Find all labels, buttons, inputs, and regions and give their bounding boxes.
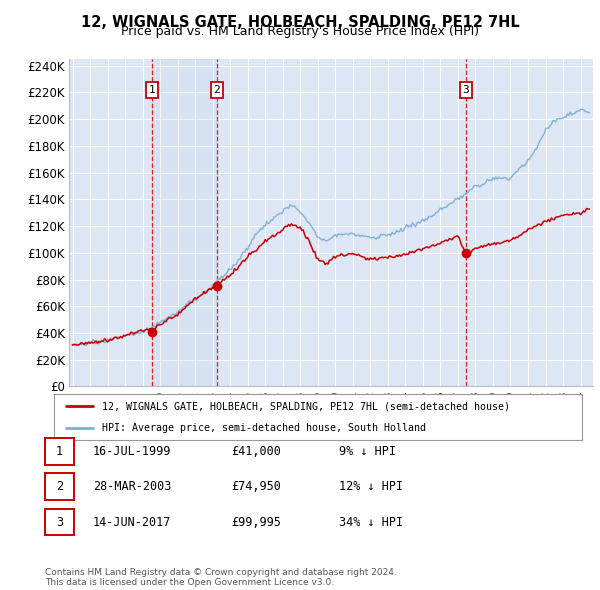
Text: £99,995: £99,995 — [231, 516, 281, 529]
Text: 3: 3 — [56, 516, 63, 529]
Text: £41,000: £41,000 — [231, 445, 281, 458]
Text: 9% ↓ HPI: 9% ↓ HPI — [339, 445, 396, 458]
Text: 12% ↓ HPI: 12% ↓ HPI — [339, 480, 403, 493]
Text: £74,950: £74,950 — [231, 480, 281, 493]
Text: HPI: Average price, semi-detached house, South Holland: HPI: Average price, semi-detached house,… — [101, 423, 425, 433]
Text: 3: 3 — [463, 85, 469, 95]
Text: 2: 2 — [214, 85, 220, 95]
Text: Contains HM Land Registry data © Crown copyright and database right 2024.
This d: Contains HM Land Registry data © Crown c… — [45, 568, 397, 587]
Text: 16-JUL-1999: 16-JUL-1999 — [93, 445, 172, 458]
Text: 28-MAR-2003: 28-MAR-2003 — [93, 480, 172, 493]
Text: Price paid vs. HM Land Registry's House Price Index (HPI): Price paid vs. HM Land Registry's House … — [121, 25, 479, 38]
Bar — [152, 59, 217, 386]
Text: 12, WIGNALS GATE, HOLBEACH, SPALDING, PE12 7HL (semi-detached house): 12, WIGNALS GATE, HOLBEACH, SPALDING, PE… — [101, 401, 509, 411]
Text: 12, WIGNALS GATE, HOLBEACH, SPALDING, PE12 7HL: 12, WIGNALS GATE, HOLBEACH, SPALDING, PE… — [80, 15, 520, 30]
Text: 2: 2 — [56, 480, 63, 493]
Text: 34% ↓ HPI: 34% ↓ HPI — [339, 516, 403, 529]
Text: 1: 1 — [149, 85, 155, 95]
Text: 14-JUN-2017: 14-JUN-2017 — [93, 516, 172, 529]
Text: 1: 1 — [56, 445, 63, 458]
